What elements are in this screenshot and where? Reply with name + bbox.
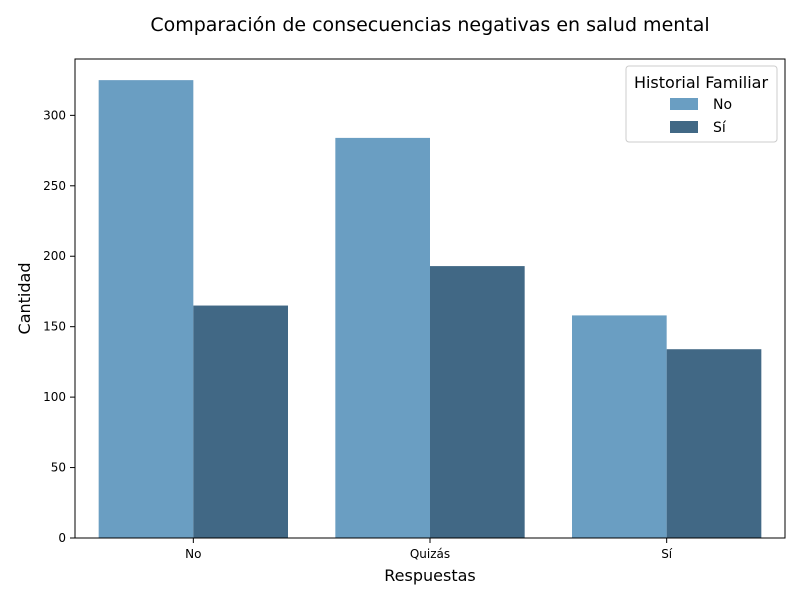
y-tick-label: 150 — [43, 320, 66, 334]
y-tick-label: 50 — [51, 461, 66, 475]
legend-swatch-Sí — [670, 121, 698, 133]
legend-label-No: No — [713, 97, 732, 113]
y-tick-label: 250 — [43, 179, 66, 193]
y-axis-label: Cantidad — [15, 263, 34, 335]
y-tick-label: 300 — [43, 108, 66, 122]
bar-No-No — [98, 80, 194, 538]
legend-label-Sí: Sí — [713, 120, 727, 136]
bar-Quizás-No — [335, 137, 430, 539]
y-tick-label: 0 — [58, 531, 66, 545]
x-axis: No Quizás Sí — [185, 538, 673, 561]
bars-group — [98, 80, 762, 539]
x-tick-label: Sí — [661, 547, 673, 561]
chart-title: Comparación de consecuencias negativas e… — [150, 14, 709, 36]
y-axis: 0 50 100 150 200 250 300 — [43, 108, 75, 545]
bar-No-Sí — [193, 305, 288, 538]
legend-swatch-No — [670, 98, 698, 110]
x-tick-label: Quizás — [410, 547, 450, 561]
x-tick-label: No — [185, 547, 201, 561]
bar-Sí-Sí — [666, 349, 762, 538]
legend-title: Historial Familiar — [634, 73, 769, 92]
y-tick-label: 100 — [43, 390, 66, 404]
x-axis-label: Respuestas — [384, 566, 475, 585]
bar-Quizás-Sí — [430, 266, 525, 538]
y-tick-label: 200 — [43, 249, 66, 263]
bar-Sí-No — [572, 315, 667, 538]
legend: Historial Familiar No Sí — [625, 65, 778, 143]
legend-box — [625, 65, 778, 143]
legend-items: No Sí — [670, 97, 732, 136]
